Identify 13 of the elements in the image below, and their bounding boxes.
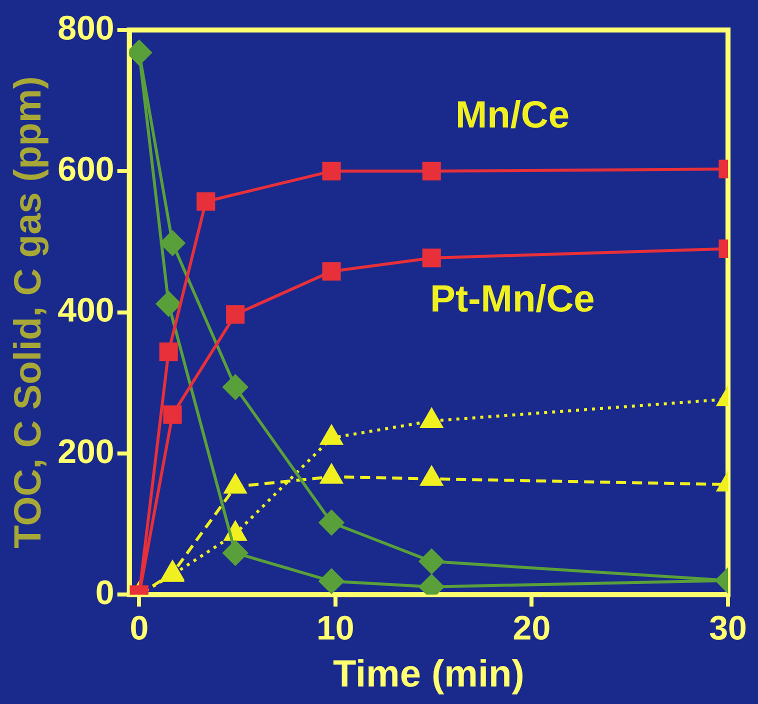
series-label: Pt-Mn/Ce: [430, 278, 595, 320]
y-tick-label: 600: [58, 150, 114, 189]
x-tick-label: 0: [130, 609, 149, 648]
y-tick-label: 200: [58, 432, 114, 471]
x-axis-title: Time (min): [332, 654, 524, 696]
x-tick-label: 20: [512, 609, 551, 648]
y-axis-title: TOC, C Solid, C gas (ppm): [7, 76, 50, 548]
series-label: Mn/Ce: [455, 94, 570, 137]
x-tick-label: 30: [709, 609, 747, 648]
x-tick-label: 10: [316, 609, 354, 648]
y-tick-label: 400: [58, 292, 114, 330]
y-tick-label: 0: [95, 574, 114, 612]
y-tick-label: 800: [58, 9, 114, 48]
